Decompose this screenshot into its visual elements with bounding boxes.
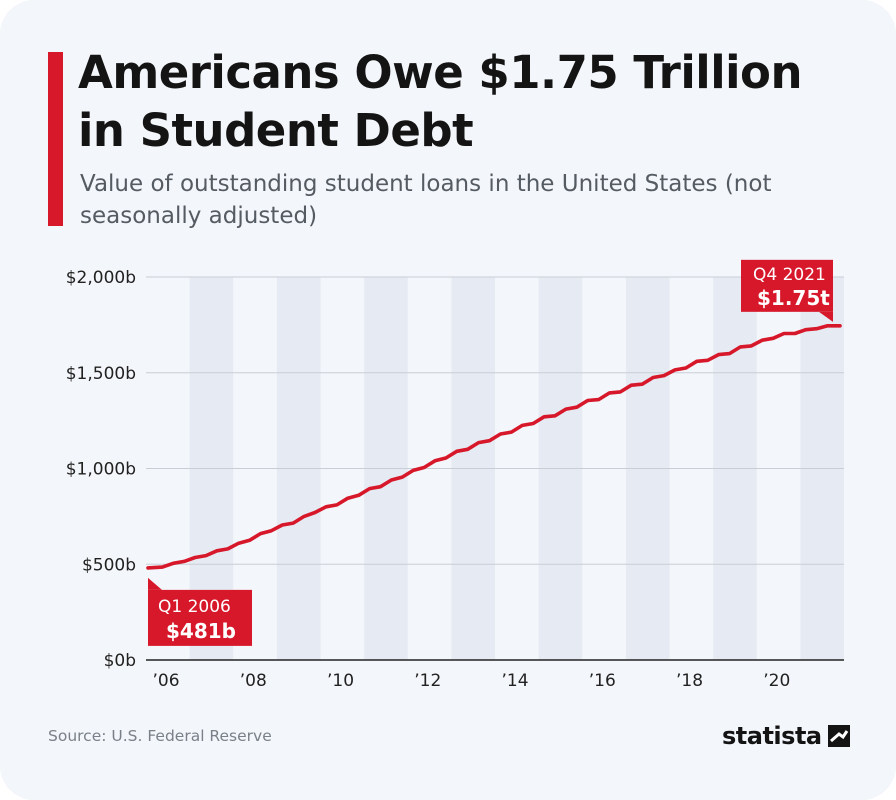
annotation-period-end: Q4 2021 (753, 265, 826, 285)
chart-title: Americans Owe $1.75 Trillion in Student … (78, 46, 803, 157)
y-tick-label: $0b (104, 651, 136, 671)
line-chart: $0b $500b $1,000b $1,500b $2,000b ’06 ’08 ’10 ’1… (66, 259, 844, 691)
source-note: Source: U.S. Federal Reserve (48, 727, 272, 745)
annotation-box-end (741, 259, 833, 312)
y-tick-label: $1,000b (66, 460, 136, 480)
y-tick-label: $2,000b (66, 268, 136, 288)
statista-brand[interactable]: statista (722, 720, 850, 752)
series-line (146, 324, 842, 570)
annotation-box-start (148, 589, 252, 646)
chart-subtitle: Value of outstanding student loans in th… (80, 171, 772, 229)
y-tick-label: $500b (82, 555, 136, 575)
annotation-value-start: $481b (166, 619, 236, 643)
brand-name: statista (722, 722, 822, 750)
x-tick-label: ’12 (414, 671, 441, 691)
x-tick-label: ’08 (240, 671, 267, 691)
annotation-period-start: Q1 2006 (158, 597, 231, 617)
x-tick-label: ’20 (763, 671, 790, 691)
annotation-pointer-end (819, 311, 833, 322)
title-accent-bar (48, 52, 63, 226)
x-tick-label: ’06 (152, 671, 179, 691)
y-tick-label: $1,500b (66, 364, 136, 384)
annotation-value-end: $1.75t (757, 286, 830, 310)
x-tick-label: ’10 (327, 671, 354, 691)
x-tick-label: ’14 (501, 671, 528, 691)
x-tick-label: ’16 (589, 671, 616, 691)
annotation-pointer-start (148, 577, 162, 590)
x-tick-label: ’18 (676, 671, 703, 691)
statista-logo-icon (827, 725, 850, 747)
